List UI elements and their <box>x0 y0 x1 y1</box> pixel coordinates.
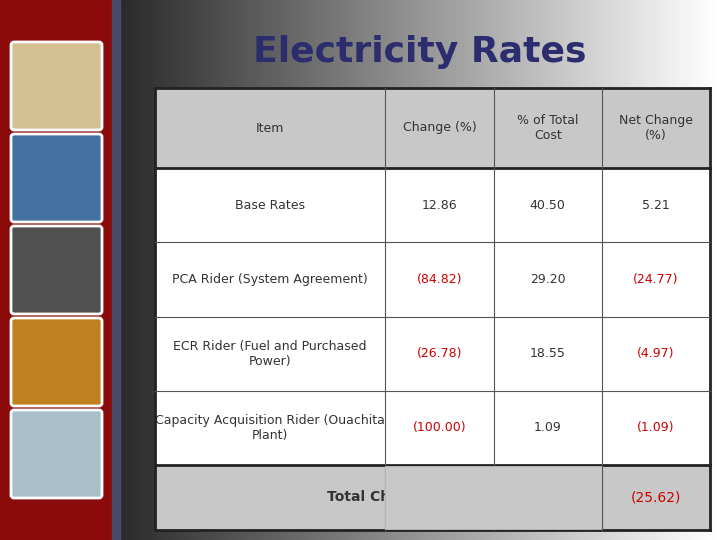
Bar <box>0 0 112 540</box>
Text: Item: Item <box>256 122 284 134</box>
Bar <box>112 0 120 540</box>
Bar <box>385 466 600 529</box>
Text: Change (%): Change (%) <box>402 122 477 134</box>
Text: 29.20: 29.20 <box>530 273 565 286</box>
Text: Electricity Rates: Electricity Rates <box>253 35 587 69</box>
Text: Base Rates: Base Rates <box>235 199 305 212</box>
FancyBboxPatch shape <box>11 318 102 406</box>
Text: ECR Rider (Fuel and Purchased
Power): ECR Rider (Fuel and Purchased Power) <box>174 340 367 368</box>
Text: (84.82): (84.82) <box>417 273 462 286</box>
Bar <box>155 242 710 316</box>
Text: 1.09: 1.09 <box>534 421 562 434</box>
FancyBboxPatch shape <box>11 42 102 130</box>
Text: 5.21: 5.21 <box>642 199 670 212</box>
FancyBboxPatch shape <box>11 226 102 314</box>
Text: 12.86: 12.86 <box>422 199 457 212</box>
Text: % of Total
Cost: % of Total Cost <box>517 114 578 142</box>
Text: (4.97): (4.97) <box>637 347 675 360</box>
FancyBboxPatch shape <box>11 410 102 498</box>
Text: Net Change
(%): Net Change (%) <box>619 114 693 142</box>
Text: 18.55: 18.55 <box>530 347 566 360</box>
Text: PCA Rider (System Agreement): PCA Rider (System Agreement) <box>172 273 368 286</box>
Text: (25.62): (25.62) <box>631 490 681 504</box>
Text: Capacity Acquisition Rider (Ouachita
Plant): Capacity Acquisition Rider (Ouachita Pla… <box>156 414 385 442</box>
Text: 40.50: 40.50 <box>530 199 566 212</box>
Bar <box>155 168 710 242</box>
Text: Total Change: Total Change <box>328 490 429 504</box>
Bar <box>155 88 710 168</box>
FancyBboxPatch shape <box>11 134 102 222</box>
Text: (26.78): (26.78) <box>417 347 462 360</box>
Bar <box>155 391 710 465</box>
Text: (24.77): (24.77) <box>633 273 679 286</box>
Text: (1.09): (1.09) <box>637 421 675 434</box>
Bar <box>155 465 710 530</box>
Bar <box>155 316 710 391</box>
Text: (100.00): (100.00) <box>413 421 467 434</box>
